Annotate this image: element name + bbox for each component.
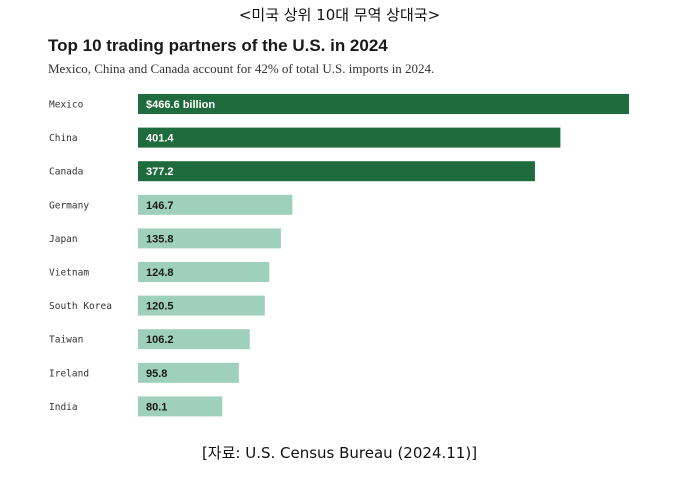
value-label-vietnam: 124.8 — [146, 267, 174, 279]
category-label-vietnam: Vietnam — [49, 268, 89, 279]
chart-subtitle: Mexico, China and Canada account for 42%… — [48, 61, 435, 76]
category-label-south-korea: South Korea — [49, 301, 112, 312]
category-label-ireland: Ireland — [49, 368, 89, 379]
bar-japan — [138, 228, 281, 249]
bar-ireland — [138, 362, 239, 383]
bar-taiwan — [138, 329, 250, 350]
source-note: [자료: U.S. Census Bureau (2024.11)] — [201, 444, 478, 462]
bar-canada — [138, 161, 535, 182]
value-label-germany: 146.7 — [146, 200, 174, 212]
value-label-taiwan: 106.2 — [146, 334, 174, 346]
value-label-mexico: $466.6 billion — [146, 99, 215, 111]
value-label-japan: 135.8 — [146, 233, 174, 245]
category-label-taiwan: Taiwan — [49, 335, 83, 346]
chart-title: Top 10 trading partners of the U.S. in 2… — [48, 36, 388, 55]
value-label-china: 401.4 — [146, 133, 174, 145]
bar-south-korea — [138, 295, 265, 316]
category-label-india: India — [49, 402, 78, 413]
bar-chart: Mexico $466.6 billion China 401.4 Canada 377.… — [49, 94, 629, 417]
bar-vietnam — [138, 262, 270, 282]
category-label-china: China — [49, 133, 78, 144]
category-label-japan: Japan — [49, 234, 78, 245]
value-label-south-korea: 120.5 — [146, 301, 174, 313]
value-label-ireland: 95.8 — [146, 368, 167, 380]
value-label-india: 80.1 — [146, 401, 167, 413]
value-label-canada: 377.2 — [146, 166, 174, 178]
category-label-canada: Canada — [49, 167, 83, 178]
category-label-mexico: Mexico — [49, 100, 84, 111]
bar-china — [138, 127, 561, 148]
bar-mexico — [138, 94, 629, 114]
bar-india — [138, 396, 223, 417]
page-caption: <미국 상위 10대 무역 상대국> — [238, 6, 441, 24]
category-label-germany: Germany — [49, 200, 89, 211]
bar-germany — [138, 194, 293, 215]
